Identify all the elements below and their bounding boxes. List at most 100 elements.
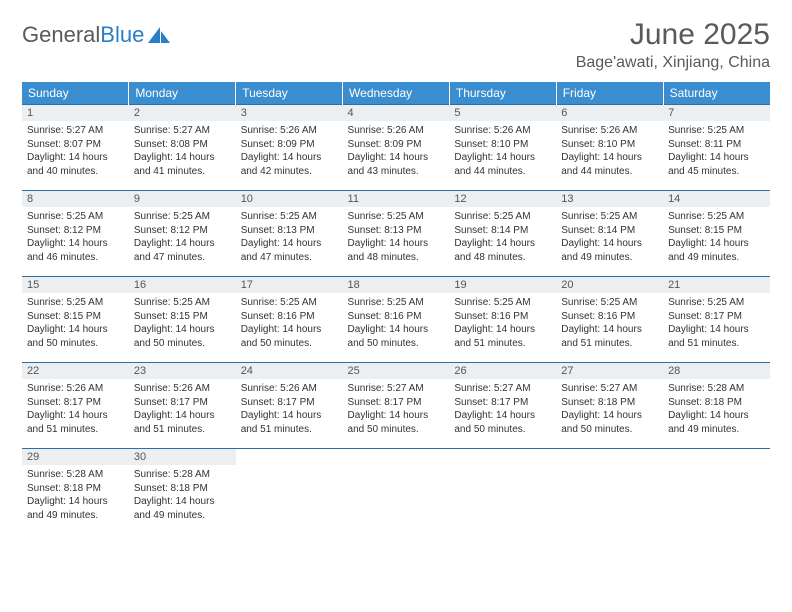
- day-number: 14: [663, 191, 770, 207]
- day-details: Sunrise: 5:26 AMSunset: 8:09 PMDaylight:…: [343, 121, 450, 182]
- day-number: 29: [22, 449, 129, 465]
- day-details: Sunrise: 5:25 AMSunset: 8:15 PMDaylight:…: [129, 293, 236, 354]
- calendar-week: 15Sunrise: 5:25 AMSunset: 8:15 PMDayligh…: [22, 277, 770, 363]
- day-header: Sunday: [22, 82, 129, 105]
- day-number: 21: [663, 277, 770, 293]
- day-number: 23: [129, 363, 236, 379]
- calendar-cell: 30Sunrise: 5:28 AMSunset: 8:18 PMDayligh…: [129, 449, 236, 535]
- calendar-cell: [343, 449, 450, 535]
- calendar-cell: 15Sunrise: 5:25 AMSunset: 8:15 PMDayligh…: [22, 277, 129, 363]
- logo-text-gray: General: [22, 22, 100, 48]
- calendar-cell: [556, 449, 663, 535]
- day-number: 4: [343, 105, 450, 121]
- day-number: 28: [663, 363, 770, 379]
- day-number: 13: [556, 191, 663, 207]
- month-title: June 2025: [576, 18, 770, 52]
- day-header: Wednesday: [343, 82, 450, 105]
- day-number: 5: [449, 105, 556, 121]
- day-details: Sunrise: 5:26 AMSunset: 8:17 PMDaylight:…: [129, 379, 236, 440]
- day-details: Sunrise: 5:27 AMSunset: 8:17 PMDaylight:…: [449, 379, 556, 440]
- day-number: 11: [343, 191, 450, 207]
- calendar-cell: 19Sunrise: 5:25 AMSunset: 8:16 PMDayligh…: [449, 277, 556, 363]
- calendar-cell: 12Sunrise: 5:25 AMSunset: 8:14 PMDayligh…: [449, 191, 556, 277]
- day-number: 8: [22, 191, 129, 207]
- calendar-cell: 7Sunrise: 5:25 AMSunset: 8:11 PMDaylight…: [663, 105, 770, 191]
- day-header: Thursday: [449, 82, 556, 105]
- day-details: Sunrise: 5:26 AMSunset: 8:10 PMDaylight:…: [556, 121, 663, 182]
- day-number: 6: [556, 105, 663, 121]
- day-details: Sunrise: 5:27 AMSunset: 8:17 PMDaylight:…: [343, 379, 450, 440]
- day-details: Sunrise: 5:27 AMSunset: 8:18 PMDaylight:…: [556, 379, 663, 440]
- calendar-body: 1Sunrise: 5:27 AMSunset: 8:07 PMDaylight…: [22, 105, 770, 535]
- calendar-week: 22Sunrise: 5:26 AMSunset: 8:17 PMDayligh…: [22, 363, 770, 449]
- calendar-cell: 10Sunrise: 5:25 AMSunset: 8:13 PMDayligh…: [236, 191, 343, 277]
- calendar-cell: [236, 449, 343, 535]
- calendar-cell: 21Sunrise: 5:25 AMSunset: 8:17 PMDayligh…: [663, 277, 770, 363]
- day-details: Sunrise: 5:26 AMSunset: 8:17 PMDaylight:…: [236, 379, 343, 440]
- day-details: Sunrise: 5:25 AMSunset: 8:14 PMDaylight:…: [449, 207, 556, 268]
- calendar-cell: 16Sunrise: 5:25 AMSunset: 8:15 PMDayligh…: [129, 277, 236, 363]
- day-number: 26: [449, 363, 556, 379]
- calendar-cell: 22Sunrise: 5:26 AMSunset: 8:17 PMDayligh…: [22, 363, 129, 449]
- day-details: Sunrise: 5:25 AMSunset: 8:17 PMDaylight:…: [663, 293, 770, 354]
- calendar-week: 29Sunrise: 5:28 AMSunset: 8:18 PMDayligh…: [22, 449, 770, 535]
- calendar-week: 8Sunrise: 5:25 AMSunset: 8:12 PMDaylight…: [22, 191, 770, 277]
- calendar-cell: 3Sunrise: 5:26 AMSunset: 8:09 PMDaylight…: [236, 105, 343, 191]
- day-details: Sunrise: 5:26 AMSunset: 8:10 PMDaylight:…: [449, 121, 556, 182]
- calendar-cell: 17Sunrise: 5:25 AMSunset: 8:16 PMDayligh…: [236, 277, 343, 363]
- day-details: Sunrise: 5:28 AMSunset: 8:18 PMDaylight:…: [129, 465, 236, 526]
- calendar-cell: 2Sunrise: 5:27 AMSunset: 8:08 PMDaylight…: [129, 105, 236, 191]
- calendar-cell: 11Sunrise: 5:25 AMSunset: 8:13 PMDayligh…: [343, 191, 450, 277]
- day-number: 2: [129, 105, 236, 121]
- day-number: 22: [22, 363, 129, 379]
- calendar-cell: 29Sunrise: 5:28 AMSunset: 8:18 PMDayligh…: [22, 449, 129, 535]
- calendar-cell: 20Sunrise: 5:25 AMSunset: 8:16 PMDayligh…: [556, 277, 663, 363]
- logo: GeneralBlue: [22, 22, 172, 48]
- calendar-cell: 4Sunrise: 5:26 AMSunset: 8:09 PMDaylight…: [343, 105, 450, 191]
- day-number: 19: [449, 277, 556, 293]
- day-number: 17: [236, 277, 343, 293]
- day-details: Sunrise: 5:25 AMSunset: 8:13 PMDaylight:…: [236, 207, 343, 268]
- day-number: 16: [129, 277, 236, 293]
- calendar-cell: 24Sunrise: 5:26 AMSunset: 8:17 PMDayligh…: [236, 363, 343, 449]
- calendar-cell: 23Sunrise: 5:26 AMSunset: 8:17 PMDayligh…: [129, 363, 236, 449]
- calendar-cell: 6Sunrise: 5:26 AMSunset: 8:10 PMDaylight…: [556, 105, 663, 191]
- day-number: 20: [556, 277, 663, 293]
- calendar-cell: 18Sunrise: 5:25 AMSunset: 8:16 PMDayligh…: [343, 277, 450, 363]
- calendar-cell: 13Sunrise: 5:25 AMSunset: 8:14 PMDayligh…: [556, 191, 663, 277]
- title-block: June 2025 Bage'awati, Xinjiang, China: [576, 18, 770, 72]
- day-details: Sunrise: 5:25 AMSunset: 8:11 PMDaylight:…: [663, 121, 770, 182]
- day-number: 25: [343, 363, 450, 379]
- header: GeneralBlue June 2025 Bage'awati, Xinjia…: [22, 18, 770, 72]
- calendar-cell: 25Sunrise: 5:27 AMSunset: 8:17 PMDayligh…: [343, 363, 450, 449]
- day-details: Sunrise: 5:25 AMSunset: 8:16 PMDaylight:…: [449, 293, 556, 354]
- calendar-cell: 1Sunrise: 5:27 AMSunset: 8:07 PMDaylight…: [22, 105, 129, 191]
- calendar-cell: [449, 449, 556, 535]
- day-details: Sunrise: 5:27 AMSunset: 8:07 PMDaylight:…: [22, 121, 129, 182]
- calendar-table: SundayMondayTuesdayWednesdayThursdayFrid…: [22, 82, 770, 535]
- day-details: Sunrise: 5:25 AMSunset: 8:15 PMDaylight:…: [663, 207, 770, 268]
- day-details: Sunrise: 5:26 AMSunset: 8:17 PMDaylight:…: [22, 379, 129, 440]
- day-number: 12: [449, 191, 556, 207]
- day-number: 3: [236, 105, 343, 121]
- location: Bage'awati, Xinjiang, China: [576, 54, 770, 72]
- calendar-cell: 5Sunrise: 5:26 AMSunset: 8:10 PMDaylight…: [449, 105, 556, 191]
- calendar-cell: [663, 449, 770, 535]
- day-number: 15: [22, 277, 129, 293]
- calendar-head: SundayMondayTuesdayWednesdayThursdayFrid…: [22, 82, 770, 105]
- calendar-cell: 14Sunrise: 5:25 AMSunset: 8:15 PMDayligh…: [663, 191, 770, 277]
- logo-text-blue: Blue: [100, 22, 144, 48]
- day-details: Sunrise: 5:25 AMSunset: 8:16 PMDaylight:…: [556, 293, 663, 354]
- day-details: Sunrise: 5:25 AMSunset: 8:13 PMDaylight:…: [343, 207, 450, 268]
- day-details: Sunrise: 5:25 AMSunset: 8:14 PMDaylight:…: [556, 207, 663, 268]
- day-number: 30: [129, 449, 236, 465]
- day-details: Sunrise: 5:28 AMSunset: 8:18 PMDaylight:…: [663, 379, 770, 440]
- day-details: Sunrise: 5:25 AMSunset: 8:15 PMDaylight:…: [22, 293, 129, 354]
- day-details: Sunrise: 5:25 AMSunset: 8:12 PMDaylight:…: [22, 207, 129, 268]
- day-number: 7: [663, 105, 770, 121]
- calendar-cell: 26Sunrise: 5:27 AMSunset: 8:17 PMDayligh…: [449, 363, 556, 449]
- day-details: Sunrise: 5:26 AMSunset: 8:09 PMDaylight:…: [236, 121, 343, 182]
- day-header: Tuesday: [236, 82, 343, 105]
- day-header: Friday: [556, 82, 663, 105]
- day-number: 27: [556, 363, 663, 379]
